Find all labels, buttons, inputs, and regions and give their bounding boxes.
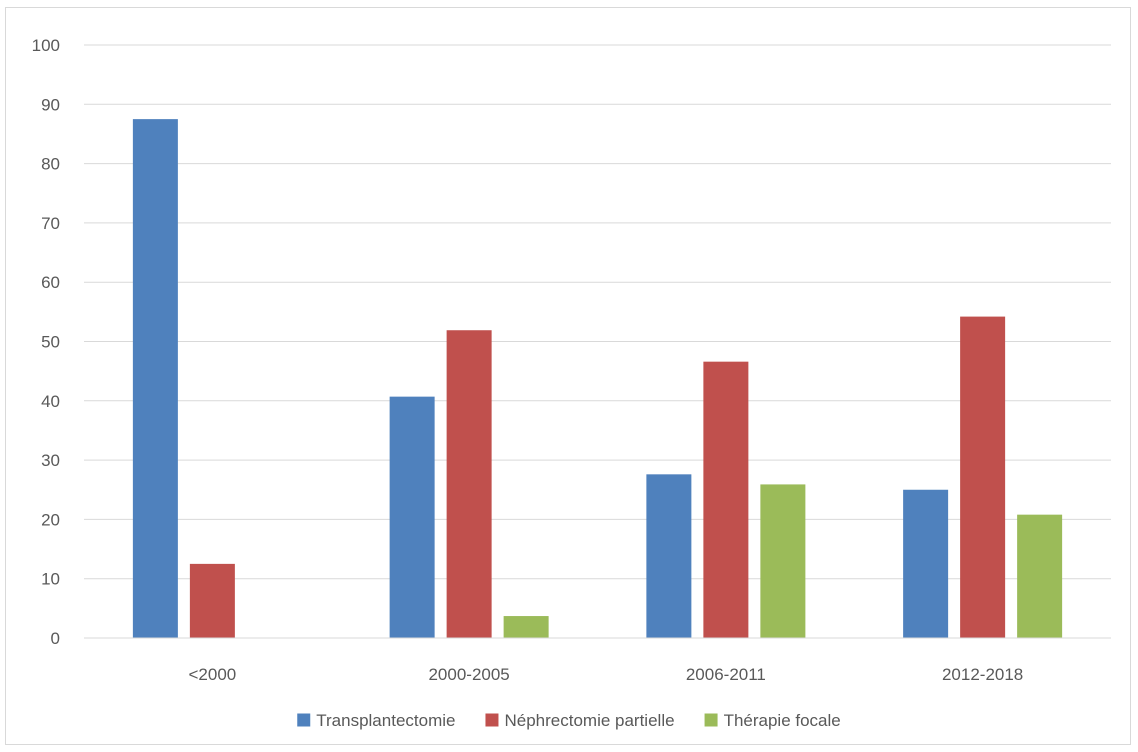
bar-n-phrectomie-partielle-1 [446,330,492,638]
legend: Transplantectomie Néphrectomie partielle T… [297,711,841,730]
legend-swatch [704,713,718,727]
bar-chart: 0 10 20 30 40 50 60 70 80 90 100 <2000 2000-2005 200… [32,36,1111,730]
bar-th-rapie-focale-3 [1017,514,1063,638]
y-tick-label: 60 [41,273,60,292]
y-tick-label: 100 [32,36,60,55]
legend-swatch [485,713,499,727]
bar-n-phrectomie-partielle-2 [703,361,749,638]
bar-transplantectomie-0 [132,119,178,638]
bar-transplantectomie-1 [389,396,435,638]
bar-n-phrectomie-partielle-3 [960,316,1006,638]
y-tick-label: 30 [41,451,60,470]
y-tick-label: 70 [41,214,60,233]
gridlines [84,44,1111,580]
y-tick-label: 0 [51,629,60,648]
y-axis-tick-labels: 0 10 20 30 40 50 60 70 80 90 100 [32,36,60,648]
x-tick-label: 2012-2018 [942,665,1023,684]
bar-th-rapie-focale-2 [760,484,806,638]
bar-transplantectomie-2 [646,474,692,638]
x-tick-label: <2000 [189,665,237,684]
bar-th-rapie-focale-1 [503,616,549,638]
bars [132,119,1063,638]
y-tick-label: 20 [41,510,60,529]
x-tick-label: 2006-2011 [686,665,766,684]
bar-transplantectomie-3 [903,489,949,638]
x-tick-label: 2000-2005 [428,665,509,684]
legend-label: Thérapie focale [724,711,841,730]
bar-n-phrectomie-partielle-0 [189,563,235,638]
y-tick-label: 50 [41,333,60,352]
y-tick-label: 40 [41,392,60,411]
y-tick-label: 10 [41,570,60,589]
legend-item: Thérapie focale [704,711,841,730]
y-tick-label: 90 [41,95,60,114]
legend-swatch [297,713,311,727]
legend-label: Néphrectomie partielle [504,711,674,730]
legend-item: Transplantectomie [297,711,455,730]
y-tick-label: 80 [41,155,60,174]
x-axis-category-labels: <2000 2000-2005 2006-2011 2012-2018 [189,665,1024,684]
chart-frame: 0 10 20 30 40 50 60 70 80 90 100 <2000 2000-2005 200… [5,7,1131,745]
legend-item: Néphrectomie partielle [485,711,675,730]
legend-label: Transplantectomie [316,711,455,730]
